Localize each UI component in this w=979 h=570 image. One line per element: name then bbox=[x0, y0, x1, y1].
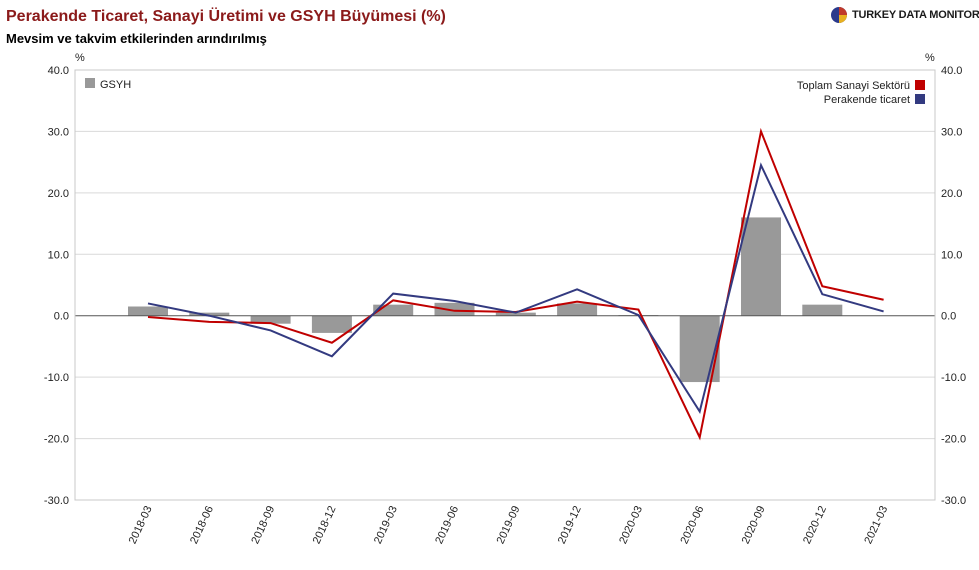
bar bbox=[434, 302, 475, 316]
y-tick-label-right: -30.0 bbox=[941, 495, 966, 507]
y-tick-label-left: 40.0 bbox=[48, 65, 69, 77]
y-tick-label-left: 30.0 bbox=[48, 126, 69, 138]
bar bbox=[495, 312, 536, 316]
y-tick-label-right: 30.0 bbox=[941, 126, 962, 138]
legend-swatch bbox=[85, 78, 95, 88]
x-tick-label: 2019-06 bbox=[433, 504, 461, 546]
bar bbox=[311, 315, 352, 333]
y-tick-label-left: 10.0 bbox=[48, 249, 69, 261]
right-axis: 40.0 30.0 20.0 10.0 0.0 -10.0 -20.0 -30.0 bbox=[941, 65, 966, 507]
x-tick-label: 2018-12 bbox=[311, 504, 339, 546]
x-tick-label: 2020-09 bbox=[740, 504, 768, 546]
x-tick-label: 2018-06 bbox=[188, 504, 216, 546]
bar bbox=[250, 315, 291, 324]
y-tick-label-left: -10.0 bbox=[44, 372, 69, 384]
brand-logo: TURKEY DATA MONITOR bbox=[830, 5, 979, 25]
x-tick-label: 2018-09 bbox=[249, 504, 277, 546]
legend-swatch bbox=[915, 80, 925, 90]
legend-swatch bbox=[915, 94, 925, 104]
x-tick-label: 2019-12 bbox=[556, 504, 584, 546]
x-tick-label: 2018-03 bbox=[127, 504, 155, 546]
x-axis: 2018-03 2018-06 2018-09 2018-12 2019-03 2019-… bbox=[127, 504, 891, 546]
globe-icon bbox=[831, 7, 847, 23]
left-axis: 40.0 30.0 20.0 10.0 0.0 -10.0 -20.0 -30.0 bbox=[44, 65, 69, 507]
logo-text: TURKEY DATA MONITOR bbox=[852, 9, 979, 21]
x-tick-label: 2019-09 bbox=[495, 504, 523, 546]
legend-label: GSYH bbox=[100, 79, 131, 91]
bar bbox=[373, 304, 414, 316]
y-tick-label-right: -10.0 bbox=[941, 372, 966, 384]
x-tick-label: 2020-12 bbox=[801, 504, 829, 546]
x-tick-label: 2020-06 bbox=[678, 504, 706, 546]
x-tick-label: 2020-03 bbox=[617, 504, 645, 546]
y-tick-label-right: -20.0 bbox=[941, 434, 966, 446]
bar bbox=[741, 217, 781, 316]
y-tick-label-left: 20.0 bbox=[48, 188, 69, 200]
plot-frame bbox=[74, 69, 936, 501]
x-tick-label: 2019-03 bbox=[372, 504, 400, 546]
y-tick-label-right: 20.0 bbox=[941, 188, 962, 200]
y-tick-label-left: 0.0 bbox=[54, 311, 69, 323]
right-axis-unit: % bbox=[925, 52, 935, 64]
bar bbox=[802, 304, 843, 316]
chart-title: Perakende Ticaret, Sanayi Üretimi ve GSY… bbox=[6, 8, 446, 25]
bar bbox=[128, 306, 168, 316]
grid-lines bbox=[75, 130, 935, 440]
left-axis-unit: % bbox=[75, 52, 85, 64]
legend-label: Toplam Sanayi Sektörü bbox=[797, 80, 910, 92]
legend-label: Perakende ticaret bbox=[824, 94, 910, 106]
legend: GSYH Toplam Sanayi Sektörü Perakende ticar… bbox=[85, 78, 925, 106]
line-series bbox=[147, 127, 884, 441]
y-tick-label-right: 10.0 bbox=[941, 249, 962, 261]
bar bbox=[557, 303, 598, 316]
bar-series bbox=[128, 217, 843, 383]
y-tick-label-left: -20.0 bbox=[44, 434, 69, 446]
y-tick-label-left: -30.0 bbox=[44, 495, 69, 507]
y-tick-label-right: 0.0 bbox=[941, 311, 956, 323]
y-tick-label-right: 40.0 bbox=[941, 65, 962, 77]
chart-subtitle: Mevsim ve takvim etkilerinden arındırılm… bbox=[6, 31, 267, 46]
series-line bbox=[147, 162, 884, 415]
bar bbox=[189, 312, 230, 316]
x-tick-label: 2021-03 bbox=[862, 504, 890, 546]
